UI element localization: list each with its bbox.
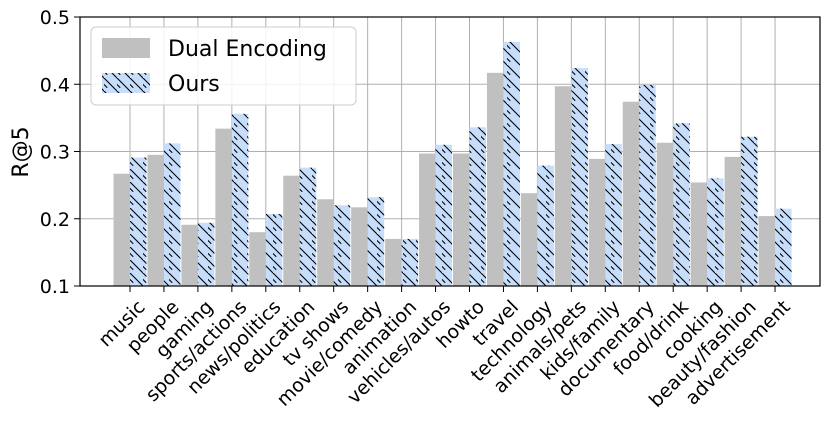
axes xyxy=(74,16,821,292)
bar-ours xyxy=(163,143,181,286)
bar-ours xyxy=(333,205,351,286)
bar-ours xyxy=(231,113,249,286)
bar-ours xyxy=(775,208,792,286)
legend-label-ours: Ours xyxy=(168,72,220,97)
bar-ours xyxy=(265,214,283,286)
legend: Dual Encoding Ours xyxy=(90,26,357,106)
y-tick-label: 0.4 xyxy=(40,74,70,96)
bar-dual-encoding xyxy=(520,193,538,286)
bar-dual-encoding xyxy=(622,101,640,286)
bar-dual-encoding xyxy=(758,216,776,286)
bar-dual-encoding xyxy=(317,199,334,286)
legend-label-dual-encoding: Dual Encoding xyxy=(168,37,327,62)
bar-dual-encoding xyxy=(453,153,470,286)
bar-ours xyxy=(130,157,147,286)
bar-dual-encoding xyxy=(690,182,708,286)
bar-ours xyxy=(571,68,588,286)
bar-ours xyxy=(469,127,486,286)
bar-ours xyxy=(639,84,656,286)
bar-dual-encoding xyxy=(656,142,674,286)
y-tick-label: 0.1 xyxy=(40,276,70,298)
bar-ours xyxy=(537,165,554,286)
bar-dual-encoding xyxy=(419,153,436,286)
legend-swatch-ours xyxy=(102,73,150,93)
y-tick-label: 0.3 xyxy=(40,142,70,164)
y-axis-title: R@5 xyxy=(9,126,34,177)
bar-ours xyxy=(605,144,622,286)
bar-ours xyxy=(197,222,215,286)
tick-labels: 0.10.20.30.40.5musicpeoplegamingsports/a… xyxy=(40,7,795,412)
bar-ours xyxy=(299,167,317,286)
bar-dual-encoding xyxy=(588,158,606,286)
bar-dual-encoding xyxy=(385,238,402,286)
bar-ours xyxy=(741,136,758,286)
bar-dual-encoding xyxy=(181,224,198,286)
legend-swatch-dual-encoding xyxy=(102,38,150,58)
bar-dual-encoding xyxy=(147,154,164,286)
bar-dual-encoding xyxy=(113,173,130,286)
y-tick-label: 0.2 xyxy=(40,209,70,231)
bar-ours xyxy=(435,144,453,286)
bar-dual-encoding xyxy=(486,72,504,286)
bar-dual-encoding xyxy=(215,128,232,286)
bar-dual-encoding xyxy=(351,207,368,286)
bar-dual-encoding xyxy=(249,232,266,286)
bar-ours xyxy=(401,238,419,286)
legend-frame xyxy=(90,26,357,106)
y-tick-label: 0.5 xyxy=(40,7,70,29)
bar-dual-encoding xyxy=(554,86,572,286)
plot-frame xyxy=(79,16,821,287)
bar-dual-encoding xyxy=(283,175,300,286)
bars xyxy=(113,41,792,286)
bar-ours xyxy=(367,197,385,286)
bar-ours xyxy=(707,178,724,286)
bar-dual-encoding xyxy=(724,156,742,286)
bar-ours xyxy=(503,41,520,286)
bar-ours xyxy=(673,123,690,286)
